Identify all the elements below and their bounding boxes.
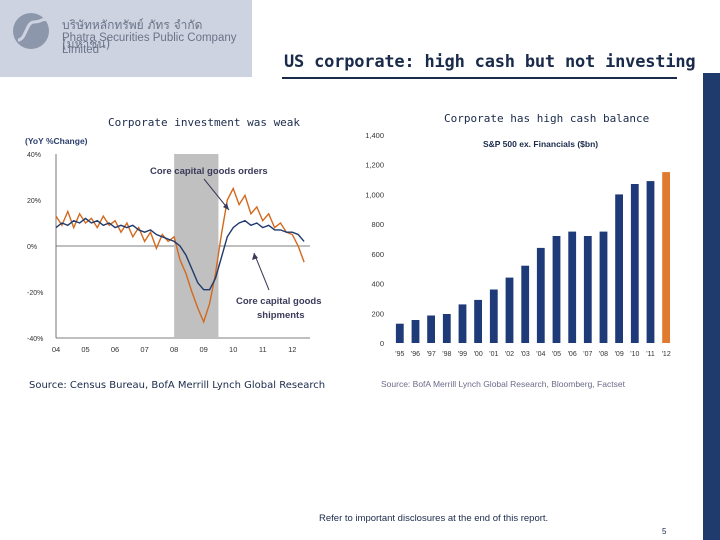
bar-chart-xtick: '11 [646, 351, 655, 358]
company-name-english: Phatra Securities Public Company Limited [62, 32, 237, 56]
annotation-orders-arrow [203, 178, 230, 211]
bar-chart-xtick: '97 [427, 351, 436, 358]
bar-04 [536, 247, 545, 343]
right-chart-source: Source: BofA Merrill Lynch Global Resear… [381, 379, 625, 389]
line-chart-xtick: 06 [111, 345, 119, 354]
bar-97 [427, 315, 435, 343]
line-chart-xtick: 05 [81, 345, 89, 354]
bar-09 [615, 194, 623, 343]
bar-chart-ytick: 0 [380, 339, 384, 348]
annotation-orders-arrowhead [223, 203, 229, 210]
line-chart-xtick: 08 [170, 345, 178, 354]
annotation-shipments-line1: Core capital goods [236, 296, 322, 307]
bar-96 [411, 320, 420, 343]
line-chart-xtick: 07 [140, 345, 148, 354]
left-chart-subtitle: Corporate investment was weak [108, 116, 301, 129]
disclosure-note: Refer to important disclosures at the en… [319, 513, 549, 524]
line-chart-ytick: -40% [27, 336, 43, 343]
bar-chart-xtick: '12 [662, 351, 671, 358]
line-chart-xtick: 12 [288, 345, 296, 354]
line-chart-ytick: 0% [27, 244, 37, 251]
line-chart-xtick: 04 [52, 345, 60, 354]
bar-chart-xtick: '95 [395, 351, 404, 358]
bar-01 [489, 289, 498, 343]
bar-chart-xtick: '06 [568, 351, 577, 358]
line-chart-xtick: 09 [200, 345, 208, 354]
bar-chart-xtick: '05 [552, 351, 561, 358]
bar-chart-ytick: 1,200 [365, 161, 384, 170]
left-chart-source: Source: Census Bureau, BofA Merrill Lync… [29, 380, 326, 391]
series-line-orders [55, 186, 305, 324]
title-underline [282, 77, 677, 79]
bar-00 [474, 299, 482, 343]
bar-08 [599, 231, 608, 343]
bar-chart-xtick: '01 [489, 351, 498, 358]
page-number: 5 [662, 527, 667, 536]
line-chart-ytick: 20% [27, 198, 41, 205]
bar-02 [505, 277, 514, 343]
bar-07 [583, 236, 592, 343]
bar-chart-xtick: '04 [536, 351, 545, 358]
bar-chart-ytick: 600 [371, 250, 384, 259]
bar-chart-ytick: 1,400 [365, 131, 384, 140]
bar-chart-ytick: 400 [371, 280, 384, 289]
bar-98 [442, 314, 451, 343]
company-logo-icon [13, 13, 49, 49]
bar-05 [552, 236, 561, 343]
recession-shading [174, 154, 219, 338]
cash-balance-bar-chart: S&P 500 ex. Financials ($bn) 1,400 1,200 1… [365, 131, 671, 358]
company-logo-panel: บริษัทหลักทรัพย์ ภัทร จำกัด (มหาชน) Phat… [0, 0, 252, 77]
bar-99 [458, 304, 467, 343]
bar-06 [568, 231, 577, 343]
annotation-shipments-line2: shipments [257, 310, 305, 321]
bar-chart-xtick: '09 [615, 351, 624, 358]
investment-line-chart: (YoY %Change) 40% 20% 0% -20% -40% 04 05 06 07 0… [25, 136, 322, 354]
bar-chart-xtick: '00 [474, 351, 483, 358]
bar-03 [521, 265, 530, 343]
line-chart-ytick: 40% [27, 152, 41, 159]
bar-chart-title: S&P 500 ex. Financials ($bn) [483, 139, 598, 149]
company-name-thai: บริษัทหลักทรัพย์ ภัทร จำกัด (มหาชน) [62, 18, 203, 51]
right-chart-subtitle: Corporate has high cash balance [444, 112, 650, 125]
bar-chart-xtick: '99 [458, 351, 467, 358]
navy-side-bar [703, 73, 720, 540]
bar-12 [662, 172, 670, 343]
line-chart-xtick: 10 [229, 345, 237, 354]
line-chart-ytick: -20% [27, 290, 43, 297]
page-title: US corporate: high cash but not investin… [284, 52, 696, 72]
bar-chart-xtick: '08 [599, 351, 608, 358]
bar-chart-ytick: 800 [371, 220, 384, 229]
bar-chart-xtick: '96 [411, 351, 420, 358]
bar-chart-xtick: '07 [583, 351, 592, 358]
annotation-shipments-arrowhead [252, 253, 258, 260]
bar-95 [395, 323, 404, 343]
bar-chart-xtick: '10 [630, 351, 639, 358]
line-chart-xtick: 11 [259, 345, 267, 354]
bar-chart-ytick: 200 [371, 309, 384, 318]
series-line-shipments [55, 217, 305, 291]
bar-chart-ytick: 1,000 [365, 190, 384, 199]
bar-chart-xtick: '98 [442, 351, 451, 358]
bar-chart-xtick: '02 [505, 351, 514, 358]
line-chart-ylabel: (YoY %Change) [25, 136, 88, 146]
annotation-shipments-arrow [253, 252, 270, 291]
bar-11 [646, 181, 655, 343]
annotation-orders: Core capital goods orders [150, 166, 268, 177]
bar-10 [630, 184, 639, 343]
bar-chart-xtick: '03 [521, 351, 530, 358]
